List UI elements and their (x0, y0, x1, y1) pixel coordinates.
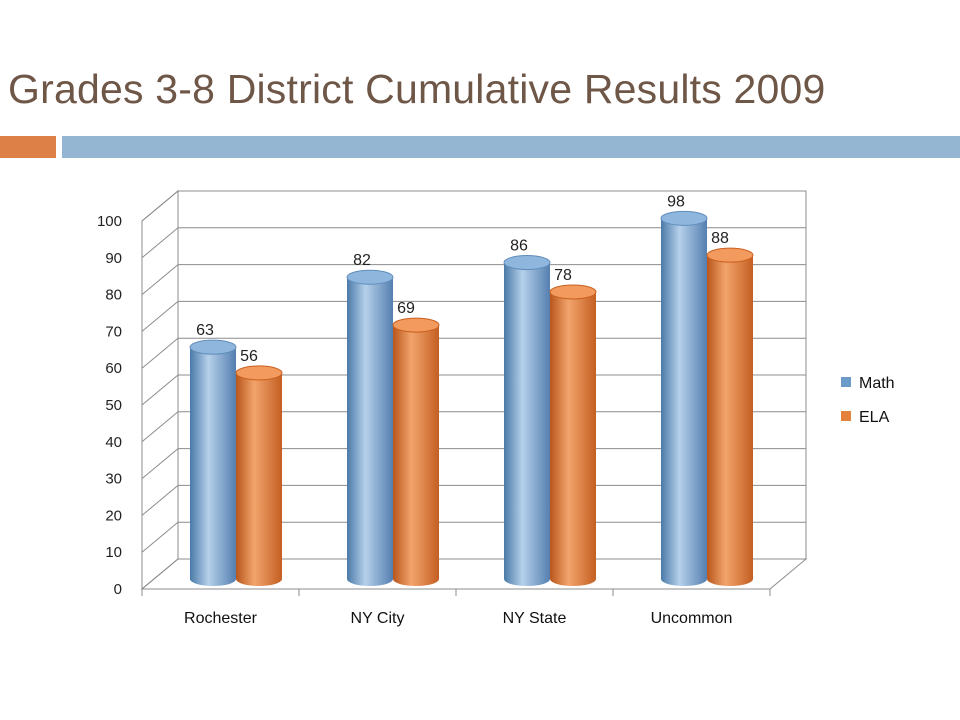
y-tick-label: 90 (105, 250, 122, 267)
x-tick-label: NY City (351, 610, 405, 627)
legend-swatch-ela (841, 411, 851, 421)
data-label-math: 86 (510, 238, 528, 255)
gridline (141, 411, 806, 443)
y-tick-label: 80 (105, 287, 122, 304)
gridline (141, 521, 806, 553)
legend-label-ela: ELA (859, 409, 890, 426)
y-tick-label: 10 (105, 544, 122, 561)
data-labels: 63 56 82 69 86 78 98 88 (196, 193, 729, 365)
gridline (141, 448, 806, 479)
data-label-math: 98 (667, 193, 685, 210)
y-tick-label: 40 (105, 434, 122, 451)
y-tick-label: 70 (105, 323, 122, 340)
bar-math-uncommon (660, 210, 708, 587)
data-label-math: 82 (353, 252, 371, 269)
chart-bars (189, 210, 754, 587)
y-tick-label: 0 (114, 581, 122, 598)
gridline (141, 484, 806, 516)
data-label-ela: 69 (397, 300, 415, 317)
y-tick-label: 50 (105, 397, 122, 414)
x-tick-label: Uncommon (651, 610, 733, 627)
y-tick-label: 60 (105, 360, 122, 377)
y-tick-label: 30 (105, 471, 122, 488)
y-axis: 0 10 20 30 40 50 60 70 80 90 100 (97, 213, 143, 598)
gridline (141, 264, 806, 295)
gridline (141, 300, 806, 332)
bar-math-ny-state (503, 255, 551, 586)
gridline (141, 337, 806, 369)
y-tick-label: 20 (105, 507, 122, 524)
bar-math-ny-city (346, 269, 394, 586)
title-accent-bar-blue (62, 136, 960, 158)
data-label-math: 63 (196, 322, 214, 339)
bar-ela-uncommon (706, 247, 754, 586)
data-label-ela: 88 (711, 230, 729, 247)
x-axis: Rochester NY City NY State Uncommon (141, 588, 771, 627)
bar-math-rochester (189, 339, 237, 586)
data-label-ela: 56 (240, 348, 258, 365)
x-tick-label: Rochester (184, 610, 258, 627)
gridline (141, 190, 806, 222)
title-accent-bar-orange (0, 136, 56, 158)
gridline (141, 227, 806, 259)
data-label-ela: 78 (554, 267, 572, 284)
chart-gridlines (141, 190, 806, 590)
y-tick-label: 100 (97, 213, 122, 230)
gridline (141, 558, 806, 590)
legend-swatch-math (841, 377, 851, 387)
chart-legend: Math ELA (841, 375, 895, 426)
bar-ela-rochester (235, 365, 283, 586)
gridline (141, 374, 806, 406)
x-tick-label: NY State (503, 610, 567, 627)
bar-ela-ny-state (549, 284, 597, 586)
bar-ela-ny-city (392, 317, 440, 586)
legend-label-math: Math (859, 375, 895, 392)
slide-title: Grades 3-8 District Cumulative Results 2… (8, 66, 826, 112)
